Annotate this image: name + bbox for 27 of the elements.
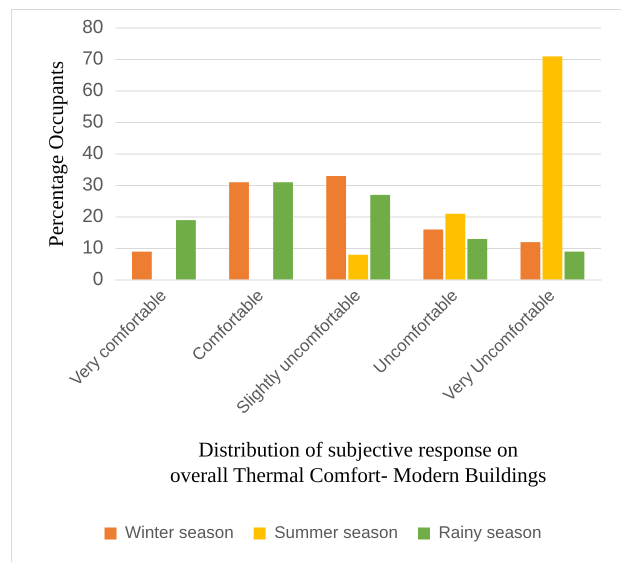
bar	[423, 230, 444, 280]
y-tick-label: 10	[82, 238, 104, 259]
legend-label: Rainy season	[438, 523, 542, 542]
x-axis-title: Distribution of subjective response on overall Thermal Comfort- Modern Buildings	[170, 438, 546, 487]
y-tick-label: 40	[82, 143, 104, 164]
y-tick-label: 70	[82, 48, 104, 70]
bar	[542, 56, 562, 280]
legend-label: Winter season	[125, 523, 234, 542]
bar	[273, 182, 293, 280]
bar	[326, 176, 346, 280]
bar	[132, 252, 152, 280]
y-tick-label: 50	[82, 112, 104, 133]
bar	[445, 214, 466, 280]
bar	[564, 252, 584, 280]
bar	[176, 220, 196, 280]
y-tick-label: 20	[82, 206, 104, 228]
bar	[520, 242, 540, 280]
bar	[370, 194, 390, 280]
bar	[229, 182, 249, 280]
y-axis-title: Percentage Occupants	[44, 60, 68, 247]
bar	[467, 238, 488, 280]
y-tick-label: 60	[82, 80, 104, 102]
y-tick-label: 0	[92, 269, 104, 290]
y-tick-label: 80	[82, 17, 104, 38]
bar	[348, 254, 368, 280]
legend-label: Summer season	[274, 523, 398, 542]
y-tick-label: 30	[82, 174, 104, 196]
